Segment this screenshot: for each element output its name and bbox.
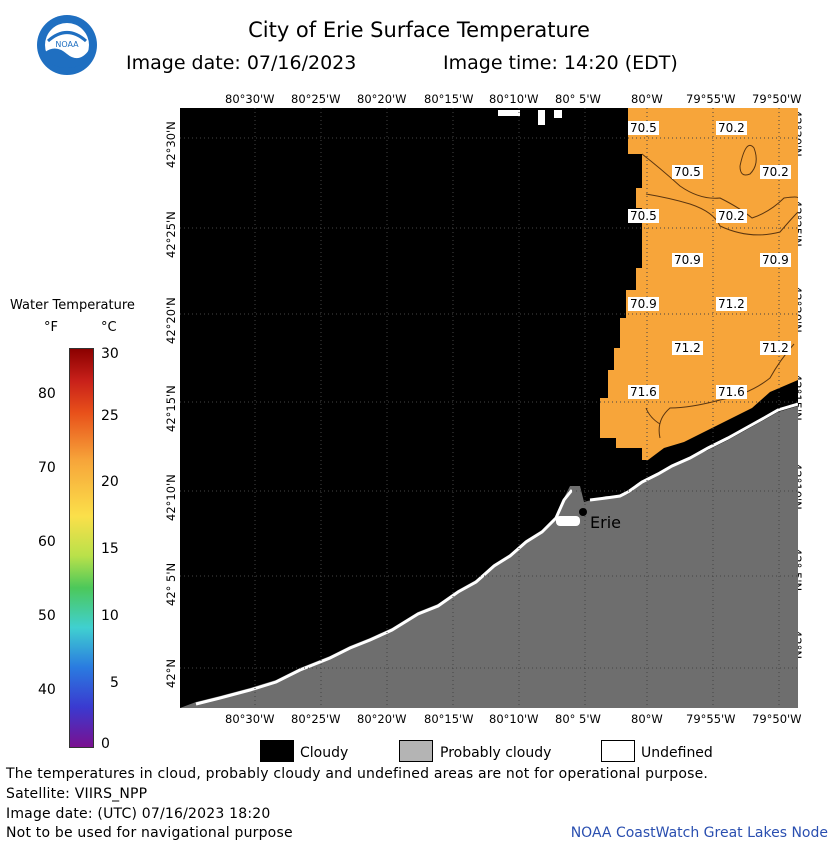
temperature-contours <box>641 144 799 439</box>
lon-label-top: 80° 5'W <box>555 92 601 106</box>
undefined-coastline <box>195 489 574 706</box>
undefined-speck <box>498 110 520 116</box>
legend-tick-c: 20 <box>101 474 119 490</box>
legend-tick-c: 30 <box>101 346 119 362</box>
legend-swatch-cloudy <box>260 740 294 762</box>
noaa-logo: NOAA <box>36 14 98 76</box>
erie-marker <box>579 508 587 516</box>
legend-tick-f: 40 <box>38 682 56 698</box>
legend-label-probably-cloudy: Probably cloudy <box>440 745 552 761</box>
legend-swatch-probably-cloudy <box>399 740 433 762</box>
temperature-label: 71.2 <box>672 341 703 355</box>
lon-label-top: 80°30'W <box>225 92 275 106</box>
erie-harbor <box>556 516 580 526</box>
lat-label-left: 42°30'N <box>164 121 178 168</box>
water-temperature-region <box>600 108 798 460</box>
temperature-label: 70.2 <box>716 121 747 135</box>
lon-label-top: 80°20'W <box>357 92 407 106</box>
lat-label-left: 42°N <box>164 659 178 688</box>
temperature-label: 70.9 <box>628 297 659 311</box>
city-label-erie: Erie <box>590 513 621 532</box>
legend-tick-c: 15 <box>101 541 119 557</box>
footer-image-date: Image date: (UTC) 07/16/2023 18:20 <box>6 806 271 822</box>
lon-label-bottom: 80°15'W <box>424 712 474 726</box>
lat-label-left: 42°10'N <box>164 474 178 521</box>
footer-disclaimer: The temperatures in cloud, probably clou… <box>6 766 709 782</box>
legend-tick-f: 50 <box>38 608 56 624</box>
page-title: City of Erie Surface Temperature <box>248 18 590 42</box>
undefined-coastline <box>589 402 799 502</box>
undefined-speck <box>538 110 545 125</box>
temperature-label: 70.2 <box>760 165 791 179</box>
lon-label-bottom: 80°30'W <box>225 712 275 726</box>
temperature-label: 71.6 <box>716 385 747 399</box>
temperature-label: 70.5 <box>672 165 703 179</box>
legend-unit-c: °C <box>101 320 117 335</box>
temperature-label: 70.2 <box>716 209 747 223</box>
lat-label-left: 42°25'N <box>164 211 178 258</box>
image-date: Image date: 07/16/2023 <box>126 52 357 74</box>
temperature-label: 70.5 <box>628 209 659 223</box>
lon-label-bottom: 80°10'W <box>489 712 539 726</box>
footer-navigation-warning: Not to be used for navigational purpose <box>6 825 293 841</box>
legend-tick-f: 60 <box>38 534 56 550</box>
temperature-label: 71.2 <box>760 341 791 355</box>
lat-label-left: 42°20'N <box>164 297 178 344</box>
footer-satellite: Satellite: VIIRS_NPP <box>6 786 148 802</box>
temperature-label: 71.6 <box>628 385 659 399</box>
legend-tick-c: 5 <box>110 675 119 691</box>
legend-tick-c: 25 <box>101 408 119 424</box>
lon-label-bottom: 79°50'W <box>752 712 802 726</box>
temperature-label: 70.5 <box>628 121 659 135</box>
legend-title: Water Temperature <box>10 298 135 313</box>
lon-label-top: 80°W <box>631 92 663 106</box>
lon-label-top: 80°25'W <box>291 92 341 106</box>
color-scale-bar <box>69 348 94 748</box>
lat-label-left: 42° 5'N <box>164 562 178 606</box>
temperature-map <box>180 108 799 708</box>
lon-label-bottom: 80°25'W <box>291 712 341 726</box>
legend-tick-c: 0 <box>101 736 110 752</box>
legend-tick-f: 70 <box>38 460 56 476</box>
image-time: Image time: 14:20 (EDT) <box>443 52 678 74</box>
graticule <box>180 108 798 708</box>
lon-label-bottom: 79°55'W <box>686 712 736 726</box>
legend-unit-f: °F <box>44 320 58 335</box>
lon-label-top: 80°10'W <box>489 92 539 106</box>
logo-text: NOAA <box>55 40 79 49</box>
map-area <box>180 108 799 708</box>
temperature-label: 70.9 <box>672 253 703 267</box>
legend-tick-c: 10 <box>101 608 119 624</box>
legend-label-cloudy: Cloudy <box>300 745 349 761</box>
lon-label-bottom: 80°20'W <box>357 712 407 726</box>
legend-label-undefined: Undefined <box>641 745 713 761</box>
footer-credit: NOAA CoastWatch Great Lakes Node <box>570 825 828 841</box>
lon-label-bottom: 80° 5'W <box>555 712 601 726</box>
lon-label-top: 80°15'W <box>424 92 474 106</box>
temperature-label: 71.2 <box>716 297 747 311</box>
temperature-label: 70.9 <box>760 253 791 267</box>
undefined-speck <box>554 110 562 118</box>
lon-label-top: 79°55'W <box>686 92 736 106</box>
legend-tick-f: 80 <box>38 386 56 402</box>
lat-label-left: 42°15'N <box>164 385 178 432</box>
lon-label-top: 79°50'W <box>752 92 802 106</box>
legend-swatch-undefined <box>601 740 635 762</box>
lon-label-bottom: 80°W <box>631 712 663 726</box>
